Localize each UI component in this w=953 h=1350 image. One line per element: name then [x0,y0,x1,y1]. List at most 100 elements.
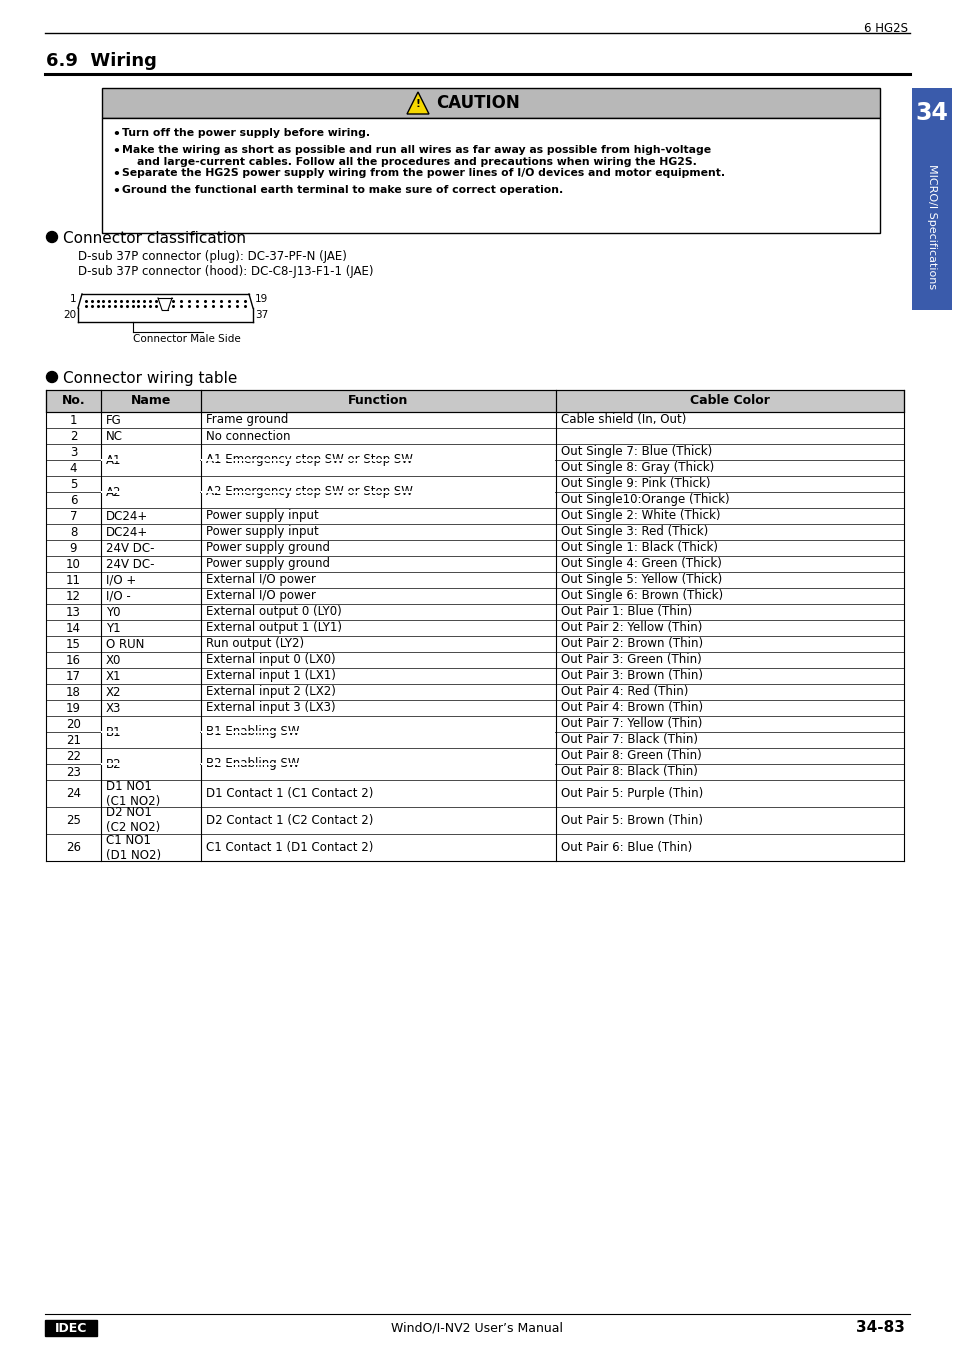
Text: Y0: Y0 [106,606,120,618]
Text: Connector classification: Connector classification [63,231,246,246]
Text: Y1: Y1 [106,621,120,634]
Text: Out Pair 6: Blue (Thin): Out Pair 6: Blue (Thin) [560,841,692,855]
Text: C1 NO1
(D1 NO2): C1 NO1 (D1 NO2) [106,833,161,861]
Text: A1 Emergency stop SW or Stop SW: A1 Emergency stop SW or Stop SW [206,454,413,467]
Text: Cable shield (In, Out): Cable shield (In, Out) [560,413,685,427]
Text: Out Single 8: Gray (Thick): Out Single 8: Gray (Thick) [560,462,714,474]
Circle shape [47,231,57,243]
Text: Out Pair 2: Yellow (Thin): Out Pair 2: Yellow (Thin) [560,621,701,634]
Text: D-sub 37P connector (plug): DC-37-PF-N (JAE): D-sub 37P connector (plug): DC-37-PF-N (… [78,250,347,263]
Text: Out Pair 5: Brown (Thin): Out Pair 5: Brown (Thin) [560,814,702,828]
Text: O RUN: O RUN [106,637,144,651]
Text: Out Pair 4: Brown (Thin): Out Pair 4: Brown (Thin) [560,702,702,714]
Text: Power supply input: Power supply input [206,509,318,522]
Text: 24V DC-: 24V DC- [106,558,154,571]
Text: 20: 20 [66,717,81,730]
Text: Power supply ground: Power supply ground [206,558,330,571]
Text: Out Pair 8: Green (Thin): Out Pair 8: Green (Thin) [560,749,701,763]
Text: Out Pair 8: Black (Thin): Out Pair 8: Black (Thin) [560,765,698,779]
Text: 19: 19 [254,294,268,304]
Text: Power supply input: Power supply input [206,525,318,539]
Text: Out Pair 7: Black (Thin): Out Pair 7: Black (Thin) [560,733,698,747]
Text: B2: B2 [106,757,121,771]
Bar [45,1320,97,1336]
Text: B2 Enabling SW: B2 Enabling SW [206,757,299,771]
Text: D2 NO1
(C2 NO2): D2 NO1 (C2 NO2) [106,806,160,834]
Bar [201,459,555,460]
Text: 9: 9 [70,541,77,555]
Bar [102,88,879,117]
Bar [101,763,200,764]
Text: D-sub 37P connector (hood): DC-C8-J13-F1-1 (JAE): D-sub 37P connector (hood): DC-C8-J13-F1… [78,265,374,278]
Text: Function: Function [348,394,408,408]
Bar [101,730,200,733]
Text: External input 0 (LX0): External input 0 (LX0) [206,653,335,667]
Text: X2: X2 [106,686,121,698]
Text: 8: 8 [70,525,77,539]
Text: Out Single 3: Red (Thick): Out Single 3: Red (Thick) [560,525,707,539]
Text: A1: A1 [106,454,121,467]
Text: A2 Emergency stop SW or Stop SW: A2 Emergency stop SW or Stop SW [206,486,413,498]
Text: 26: 26 [66,841,81,855]
Text: 19: 19 [66,702,81,714]
Text: 4: 4 [70,462,77,474]
Text: 24: 24 [66,787,81,801]
Text: 13: 13 [66,606,81,618]
Text: X0: X0 [106,653,121,667]
Text: CAUTION: CAUTION [436,95,519,112]
Text: 34: 34 [915,101,947,126]
Text: X1: X1 [106,670,121,683]
Text: 5: 5 [70,478,77,490]
Text: Out Pair 2: Brown (Thin): Out Pair 2: Brown (Thin) [560,637,702,651]
Text: Out Single 6: Brown (Thick): Out Single 6: Brown (Thick) [560,590,722,602]
Text: Make the wiring as short as possible and run all wires as far away as possible f: Make the wiring as short as possible and… [122,144,710,166]
Text: A2: A2 [106,486,121,498]
Text: 23: 23 [66,765,81,779]
Text: Out Single 5: Yellow (Thick): Out Single 5: Yellow (Thick) [560,574,721,586]
Text: Out Single 1: Black (Thick): Out Single 1: Black (Thick) [560,541,718,555]
Text: 25: 25 [66,814,81,828]
Text: •: • [112,144,120,158]
Text: 20: 20 [63,310,76,320]
Bar [102,117,879,234]
Text: B1: B1 [106,725,121,738]
Text: B1 Enabling SW: B1 Enabling SW [206,725,299,738]
Text: Cable Color: Cable Color [689,394,769,408]
Text: Frame ground: Frame ground [206,413,288,427]
Text: External I/O power: External I/O power [206,574,315,586]
Text: Out Pair 1: Blue (Thin): Out Pair 1: Blue (Thin) [560,606,692,618]
Text: Out Single10:Orange (Thick): Out Single10:Orange (Thick) [560,494,729,506]
Text: •: • [112,167,120,181]
Text: Out Pair 5: Purple (Thin): Out Pair 5: Purple (Thin) [560,787,702,801]
Text: MICRO/I Specifications: MICRO/I Specifications [926,163,936,289]
Bar [101,459,200,460]
Text: Out Single 2: White (Thick): Out Single 2: White (Thick) [560,509,720,522]
Text: External input 3 (LX3): External input 3 (LX3) [206,702,335,714]
Text: 24V DC-: 24V DC- [106,541,154,555]
Text: 6: 6 [70,494,77,506]
Text: 10: 10 [66,558,81,571]
Bar [201,491,555,493]
Text: 34-83: 34-83 [855,1320,904,1335]
Text: Power supply ground: Power supply ground [206,541,330,555]
Bar [201,730,555,733]
Text: Out Pair 3: Green (Thin): Out Pair 3: Green (Thin) [560,653,701,667]
Text: NC: NC [106,429,123,443]
Text: External I/O power: External I/O power [206,590,315,602]
Text: DC24+: DC24+ [106,509,148,522]
Text: D1 NO1
(C1 NO2): D1 NO1 (C1 NO2) [106,779,160,807]
Bar [201,763,555,764]
Text: 16: 16 [66,653,81,667]
Text: 1: 1 [70,413,77,427]
Text: 6 HG2S: 6 HG2S [863,22,907,35]
Bar [101,491,200,493]
Text: Separate the HG2S power supply wiring from the power lines of I/O devices and mo: Separate the HG2S power supply wiring fr… [122,167,724,178]
Text: External output 1 (LY1): External output 1 (LY1) [206,621,341,634]
Text: 2: 2 [70,429,77,443]
Text: I/O -: I/O - [106,590,131,602]
Text: Out Single 7: Blue (Thick): Out Single 7: Blue (Thick) [560,446,712,459]
Text: Ground the functional earth terminal to make sure of correct operation.: Ground the functional earth terminal to … [122,185,562,194]
Text: 15: 15 [66,637,81,651]
Text: External input 2 (LX2): External input 2 (LX2) [206,686,335,698]
Text: Name: Name [131,394,171,408]
